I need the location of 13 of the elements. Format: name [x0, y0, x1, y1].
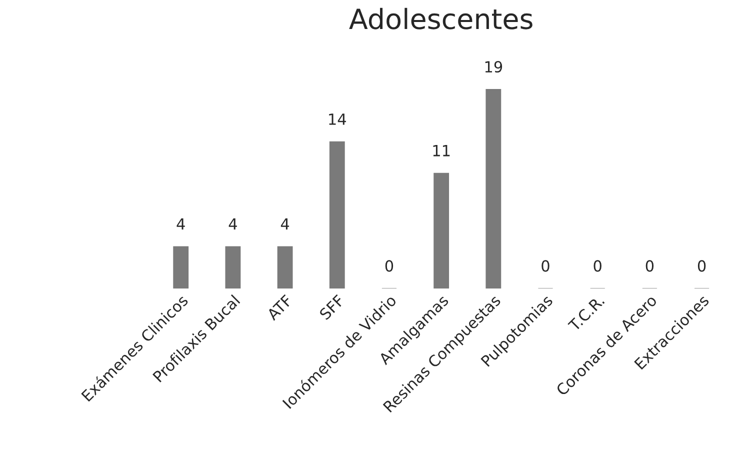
data-label: 0 [542, 260, 550, 272]
data-label: 0 [698, 260, 706, 272]
chart-title: Adolescentes [349, 8, 532, 30]
data-label: 0 [385, 260, 394, 272]
data-label: 11 [433, 145, 450, 156]
data-label: 14 [329, 114, 346, 125]
data-label: 4 [280, 218, 290, 230]
data-label: 4 [228, 218, 237, 230]
data-label: 4 [176, 218, 185, 230]
data-label: 0 [646, 260, 654, 272]
x-tick-label: SFF [318, 294, 345, 320]
data-label: 19 [485, 61, 502, 73]
data-label: 0 [594, 260, 602, 272]
